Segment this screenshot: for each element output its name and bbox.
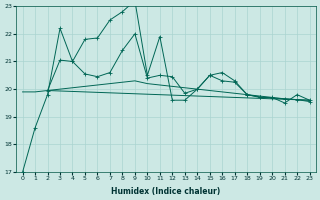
X-axis label: Humidex (Indice chaleur): Humidex (Indice chaleur): [111, 187, 221, 196]
